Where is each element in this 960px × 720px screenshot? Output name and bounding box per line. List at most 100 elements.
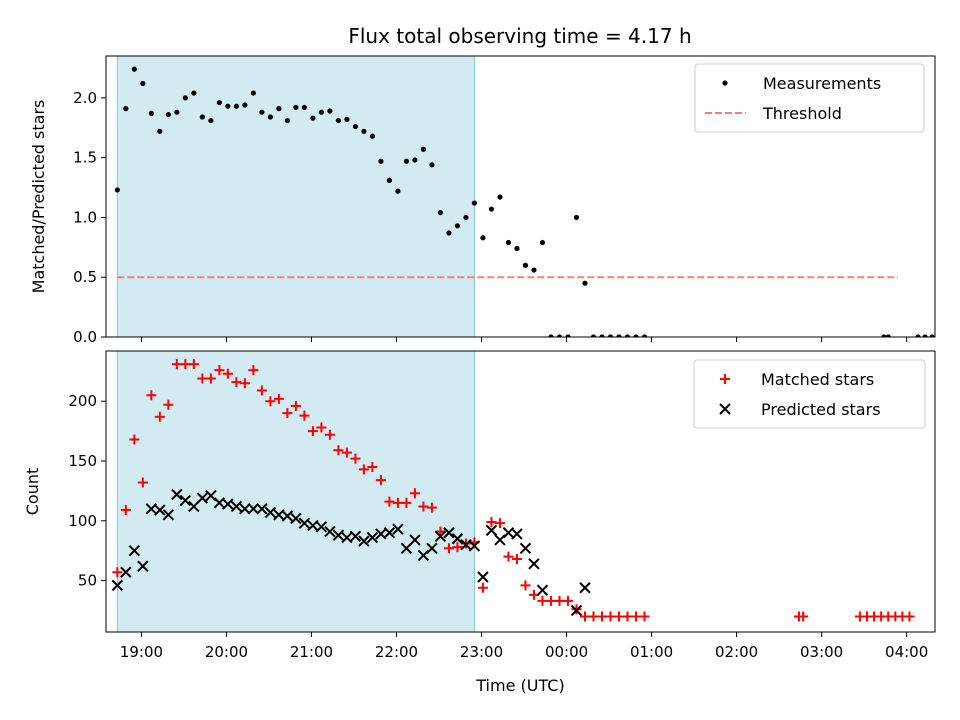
matched-stars-point-57	[596, 611, 607, 622]
count-legend: Matched stars Predicted stars	[693, 359, 926, 429]
matched-stars-point-60	[622, 611, 633, 622]
predicted-stars-point-3	[137, 560, 149, 572]
matched-stars-point-36	[418, 501, 429, 512]
ratio-legend: Measurements Threshold	[694, 63, 925, 133]
measurements-point-27	[344, 116, 350, 122]
matched-stars-point-35	[409, 488, 420, 499]
predicted-stars-point-7	[171, 488, 183, 501]
measurements-point-28	[352, 123, 359, 130]
measurements-point-56	[590, 334, 597, 337]
predicted-stars-point-34	[400, 542, 413, 555]
predicted-stars-point-38	[434, 530, 447, 543]
matched-stars-point-72	[904, 611, 915, 622]
count-x-ticks: 19:00 20:00 21:00 22:00 23:00 00:00 01:00 02:00…	[120, 632, 928, 661]
measurements-point-47	[514, 245, 520, 252]
measurements-point-31	[378, 158, 384, 164]
matched-stars-point-4	[146, 390, 157, 401]
matched-stars-point-13	[222, 368, 233, 379]
x-tick-label-3: 22:00	[375, 643, 418, 661]
measurements-point-13	[225, 103, 231, 109]
predicted-stars-point-30	[366, 531, 379, 544]
matched-stars-point-27	[341, 447, 352, 458]
matched-stars-point-0	[112, 567, 123, 578]
measurements-point-62	[641, 334, 648, 337]
matched-stars-point-22	[299, 410, 310, 421]
measurements-point-58	[607, 334, 614, 337]
measurements-point-25	[327, 108, 333, 114]
predicted-stars-point-2	[128, 544, 141, 557]
matched-stars-point-10	[197, 373, 208, 384]
matched-stars-point-34	[401, 497, 412, 508]
matched-stars-point-59	[613, 611, 624, 622]
predicted-stars-point-20	[281, 510, 294, 522]
measurements-point-40	[454, 223, 461, 229]
matched-stars-point-37	[426, 502, 437, 513]
predicted-stars-point-13	[222, 498, 234, 510]
legend-predicted-marker	[719, 403, 731, 415]
matched-stars-point-21	[290, 401, 301, 412]
predicted-stars-point-9	[188, 500, 200, 513]
matched-stars-point-8	[180, 359, 191, 370]
measurements-point-55	[582, 280, 588, 286]
x-tick-label-1: 20:00	[205, 643, 248, 661]
observing-window-shade-top	[116, 55, 475, 338]
measurements-point-19	[276, 106, 282, 112]
matched-stars-point-51	[545, 595, 556, 606]
y-tick-label-1-0: 50	[78, 572, 97, 590]
predicted-stars-point-51	[570, 604, 583, 617]
measurements-point-23	[310, 115, 316, 121]
predicted-stars-point-5	[154, 504, 166, 516]
measurements-point-38	[437, 210, 444, 216]
matched-stars-point-16	[248, 365, 259, 376]
x-tick-label-2: 21:00	[290, 643, 333, 661]
measurements-point-32	[386, 177, 393, 183]
x-tick-label-8: 03:00	[800, 643, 843, 661]
measurements-point-52	[556, 334, 563, 337]
x-tick-label-5: 00:00	[545, 643, 588, 661]
matched-stars-point-6	[163, 399, 174, 410]
predicted-stars-point-40	[451, 533, 464, 545]
x-axis-label: Time (UTC)	[475, 676, 564, 695]
measurements-point-35	[412, 157, 418, 163]
matched-stars-point-55	[579, 611, 590, 622]
matched-stars-point-32	[384, 496, 395, 507]
matched-stars-point-20	[282, 408, 293, 419]
x-tick-label-6: 01:00	[630, 643, 673, 661]
matched-stars-point-5	[154, 411, 165, 422]
measurements-point-34	[403, 158, 410, 164]
y-tick-label-1-1: 100	[68, 512, 97, 530]
measurements-point-48	[522, 262, 529, 268]
predicted-stars-point-37	[426, 542, 438, 555]
matched-stars-point-61	[630, 611, 641, 622]
predicted-stars-point-48	[519, 542, 532, 555]
predicted-stars-point-47	[511, 528, 523, 540]
measurements-point-54	[573, 214, 580, 221]
legend-threshold-label: Threshold	[762, 104, 842, 123]
count-marks	[111, 359, 915, 622]
measurements-point-12	[216, 100, 222, 106]
measurements-point-24	[318, 109, 324, 115]
measurements-point-49	[531, 267, 537, 273]
measurements-point-45	[497, 194, 503, 200]
legend-predicted-label: Predicted stars	[761, 400, 881, 419]
measurements-point-22	[301, 104, 307, 111]
predicted-stars-point-21	[290, 512, 302, 525]
matched-stars-point-17	[256, 385, 267, 396]
ratio-y-ticks: 0.0 0.5 1.0 1.5 2.0	[73, 89, 106, 346]
measurements-point-15	[242, 102, 248, 108]
legend-matched-label: Matched stars	[761, 370, 874, 389]
predicted-stars-point-1	[120, 566, 132, 578]
measurements-point-42	[471, 200, 478, 206]
predicted-stars-point-15	[239, 503, 251, 515]
y-tick-label-1-2: 150	[68, 452, 97, 470]
count-y-axis-label: Count	[23, 468, 42, 516]
matched-stars-point-43	[477, 582, 488, 593]
measurements-point-57	[599, 334, 605, 337]
count-axes-frame	[105, 350, 936, 633]
predicted-stars-point-25	[324, 525, 336, 538]
y-tick-label-0-2: 1.0	[73, 208, 97, 226]
predicted-stars-point-0	[111, 579, 124, 592]
measurements-point-9	[191, 90, 197, 96]
measurements-point-20	[284, 117, 290, 124]
predicted-stars-point-42	[468, 540, 481, 552]
